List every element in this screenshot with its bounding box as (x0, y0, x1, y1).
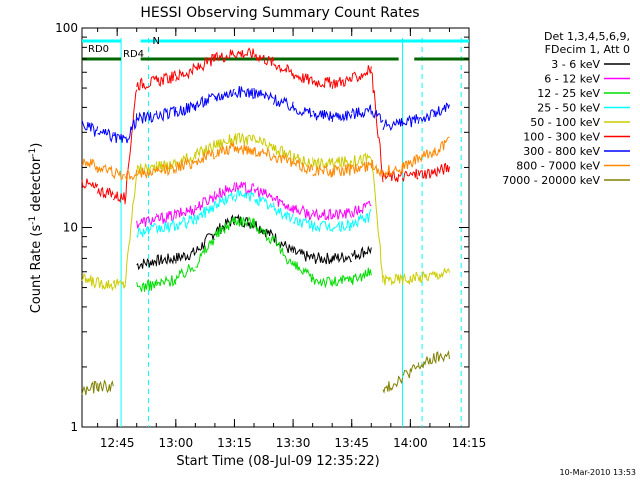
series-line-3 (136, 189, 372, 238)
legend-label-6: 300 - 800 keV (523, 145, 600, 158)
legend: Det 1,3,4,5,6,9, FDecim 1, Att 0 3 - 6 k… (502, 30, 630, 187)
x-tick-label-4: 13:45 (334, 436, 369, 450)
flag-marker-n: N (152, 36, 159, 47)
y-axis: 1 10 100 (55, 21, 469, 434)
legend-label-7: 800 - 7000 keV (516, 160, 600, 173)
series-line-8 (81, 350, 450, 396)
x-tick-label-0: 12:45 (100, 436, 135, 450)
legend-label-8: 7000 - 20000 keV (502, 174, 600, 187)
x-tick-label-3: 13:30 (276, 436, 311, 450)
legend-header-line-2: FDecim 1, Att 0 (545, 43, 630, 56)
x-axis: 12:45 13:00 13:15 13:30 13:45 14:00 14:15 (97, 28, 487, 450)
legend-label-4: 50 - 100 keV (530, 116, 600, 129)
series-line-7 (82, 136, 450, 183)
legend-label-0: 3 - 6 keV (551, 58, 600, 71)
footer-timestamp: 10-Mar-2010 13:53 (560, 468, 637, 477)
legend-label-2: 12 - 25 keV (537, 87, 600, 100)
x-tick-label-2: 13:15 (217, 436, 252, 450)
y-tick-label-2: 100 (55, 21, 78, 35)
x-tick-label-6: 14:15 (452, 436, 487, 450)
chart-title: HESSI Observing Summary Count Rates (140, 5, 419, 21)
plot-area: RD0 RD4 N (81, 27, 470, 428)
series-line-5 (81, 47, 450, 205)
flag-bars: RD0 RD4 N (82, 36, 469, 61)
x-axis-label: Start Time (08-Jul-09 12:35:22) (176, 454, 379, 469)
legend-header-line-1: Det 1,3,4,5,6,9, (544, 30, 630, 43)
y-tick-label-1: 10 (63, 221, 78, 235)
flag-label-rd0: RD0 (88, 44, 109, 55)
legend-label-1: 6 - 12 keV (544, 73, 600, 86)
flag-label-rd4: RD4 (123, 49, 144, 60)
series-line-4 (81, 132, 450, 292)
series-group (81, 47, 450, 396)
x-tick-label-5: 14:00 (393, 436, 428, 450)
series-line-2 (136, 216, 372, 292)
x-tick-label-1: 13:00 (159, 436, 194, 450)
y-tick-label-0: 1 (70, 420, 78, 434)
y-axis-label: Count Rate (s-1 detector-1) (28, 143, 44, 314)
legend-label-3: 25 - 50 keV (537, 102, 600, 115)
legend-label-5: 100 - 300 keV (523, 131, 600, 144)
vertical-markers (120, 38, 462, 427)
series-line-1 (136, 181, 372, 229)
series-line-6 (81, 85, 450, 144)
